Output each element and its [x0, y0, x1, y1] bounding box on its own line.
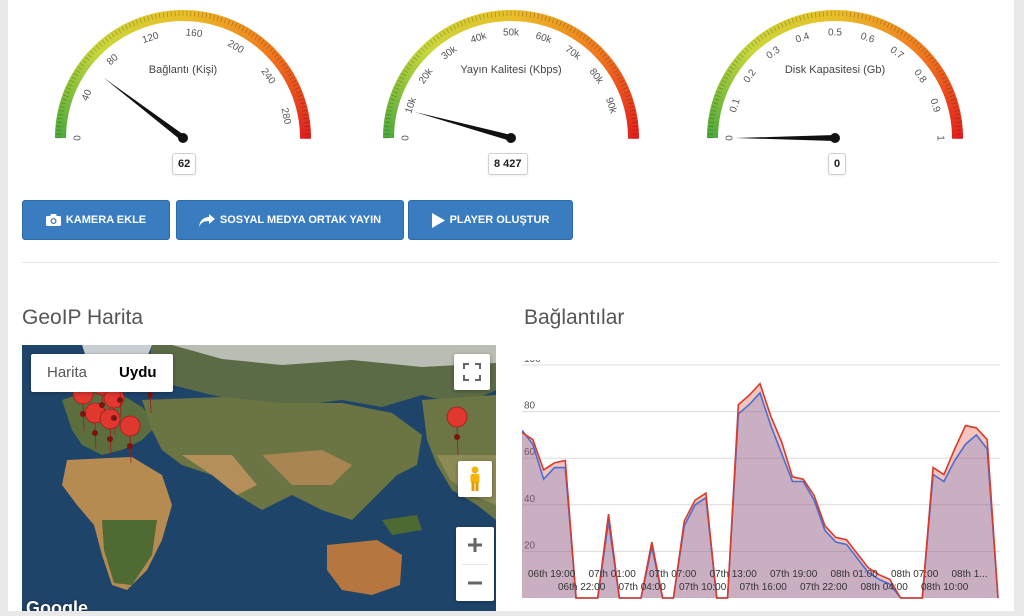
- connections-gauge-needle-hub: [178, 133, 188, 143]
- play-icon: [432, 213, 445, 228]
- disk-capacity-gauge-tick-label: 1: [934, 135, 945, 141]
- stream-quality-gauge-needle-hub: [506, 133, 516, 143]
- chart-x-tick-label: 07th 16:00: [740, 582, 788, 593]
- connections-gauge-tick-label: 0: [73, 135, 84, 141]
- disk-capacity-gauge-tick-label: 0.1: [728, 97, 743, 114]
- stream-quality-gauge-tick-label: 40k: [469, 30, 489, 46]
- connections-gauge-dial: 0 40 80 120 160 200 240 280 Bağlantı (Kişi): [48, 0, 318, 150]
- add-camera-button-label: KAMERA EKLE: [66, 214, 146, 226]
- chart-x-tick-label: 07th 04:00: [619, 582, 667, 593]
- geoip-map-title: GeoIP Harita: [22, 306, 143, 330]
- disk-capacity-gauge-title: Disk Kapasitesi (Gb): [785, 64, 885, 76]
- social-media-stream-button-label: SOSYAL MEDYA ORTAK YAYIN: [220, 214, 381, 226]
- fullscreen-button[interactable]: [454, 354, 490, 390]
- chart-x-tick-label: 08th 04:00: [861, 582, 909, 593]
- chart-y-tick-label: 80: [524, 401, 536, 412]
- pegman-icon: [467, 466, 483, 492]
- disk-capacity-gauge-dial: 0 0.1 0.2 0.3 0.4 0.5 0.6 0.7 0.8 0.9 1 Disk Kapasi…: [700, 0, 970, 150]
- disk-capacity-gauge-tick-label: 0.5: [828, 28, 842, 39]
- chart-y-tick-label: 100: [524, 360, 541, 365]
- stream-quality-gauge-value: 8 427: [488, 153, 528, 175]
- stream-quality-gauge-tick-label: 0: [401, 135, 412, 141]
- stream-quality-gauge-tick-label: 20k: [417, 66, 436, 86]
- map-type-map-button[interactable]: Harita: [31, 354, 103, 392]
- create-player-button-label: PLAYER OLUŞTUR: [450, 214, 550, 226]
- chart-x-tick-label: 08th 1...: [952, 569, 988, 580]
- connections-chart-title: Bağlantılar: [524, 306, 624, 330]
- disk-capacity-gauge-needle-hub: [830, 133, 840, 143]
- section-divider: [22, 262, 998, 263]
- stream-quality-gauge-needle: [414, 112, 511, 141]
- chart-series-blue-area: [522, 393, 998, 598]
- disk-capacity-gauge-needle: [735, 135, 835, 141]
- stream-quality-gauge-tick-label: 50k: [503, 28, 520, 39]
- disk-capacity-gauge-tick-label: 0.6: [859, 31, 876, 46]
- chart-x-tick-label: 08th 01:00: [831, 569, 879, 580]
- stream-quality-gauge-tick-label: 30k: [440, 43, 460, 62]
- chart-x-tick-label: 07th 01:00: [589, 569, 637, 580]
- zoom-out-icon[interactable]: [456, 565, 494, 601]
- chart-x-tick-label: 08th 07:00: [891, 569, 939, 580]
- share-icon: [199, 214, 215, 227]
- map-type-satellite-button[interactable]: Uydu: [103, 354, 173, 392]
- chart-x-tick-label: 06th 22:00: [558, 582, 606, 593]
- fullscreen-icon: [463, 363, 481, 381]
- zoom-control: [456, 527, 494, 601]
- disk-capacity-gauge-tick-label: 0.9: [927, 97, 942, 114]
- disk-capacity-gauge-tick-label: 0.7: [888, 45, 906, 62]
- stream-quality-gauge-tick-label: 60k: [534, 31, 554, 47]
- connections-gauge-tick-label: 240: [258, 66, 277, 86]
- zoom-in-icon[interactable]: [456, 527, 494, 564]
- connections-gauge-tick-label: 80: [105, 52, 121, 68]
- street-view-pegman-button[interactable]: [458, 461, 492, 497]
- stream-quality-gauge-tick-label: 70k: [563, 44, 583, 63]
- stream-quality-gauge-tick-label: 10k: [404, 95, 420, 115]
- connections-gauge-tick-label: 280: [278, 107, 292, 126]
- chart-x-tick-label: 07th 07:00: [649, 569, 697, 580]
- disk-capacity-gauge-tick-label: 0.4: [794, 31, 811, 46]
- connections-gauge-tick-label: 40: [80, 88, 95, 103]
- camera-icon: [46, 214, 61, 226]
- connections-gauge-tick-label: 120: [141, 30, 161, 46]
- connections-gauge-needle: [103, 78, 184, 141]
- add-camera-button[interactable]: KAMERA EKLE: [22, 200, 170, 240]
- google-logo: Google: [26, 598, 88, 611]
- connections-gauge-tick-label: 200: [225, 38, 245, 56]
- disk-capacity-gauge-tick-label: 0.8: [911, 68, 928, 86]
- disk-capacity-gauge-tick-label: 0.2: [742, 67, 759, 85]
- stream-quality-gauge-tick-label: 80k: [587, 67, 606, 87]
- disk-capacity-gauge-tick-label: 0.3: [765, 44, 783, 61]
- social-media-stream-button[interactable]: SOSYAL MEDYA ORTAK YAYIN: [176, 200, 404, 240]
- connections-gauge-title: Bağlantı (Kişi): [149, 64, 217, 76]
- chart-x-tick-label: 07th 22:00: [800, 582, 848, 593]
- chart-x-tick-label: 08th 10:00: [921, 582, 969, 593]
- chart-x-tick-label: 06th 19:00: [528, 569, 576, 580]
- chart-x-tick-label: 07th 19:00: [770, 569, 818, 580]
- connections-gauge-tick-label: 160: [185, 27, 203, 40]
- stream-quality-gauge-title: Yayın Kalitesi (Kbps): [460, 64, 561, 76]
- chart-x-tick-label: 07th 10:00: [679, 582, 727, 593]
- disk-capacity-gauge-value: 0: [828, 153, 846, 175]
- dashboard-page: 0 40 80 120 160 200 240 280 Bağlantı (Kişi) 62 0…: [8, 0, 1014, 611]
- geoip-map[interactable]: Harita Uydu Google: [22, 345, 496, 611]
- create-player-button[interactable]: PLAYER OLUŞTUR: [408, 200, 573, 240]
- stream-quality-gauge-tick-label: 90k: [603, 96, 619, 116]
- disk-capacity-gauge-tick-label: 0: [725, 135, 736, 141]
- connections-gauge-value: 62: [172, 153, 196, 175]
- map-type-control: Harita Uydu: [31, 354, 173, 392]
- disk-capacity-gauge: 0 0.1 0.2 0.3 0.4 0.5 0.6 0.7 0.8 0.9 1 Disk Kapasi…: [700, 0, 970, 150]
- chart-x-tick-label: 07th 13:00: [710, 569, 758, 580]
